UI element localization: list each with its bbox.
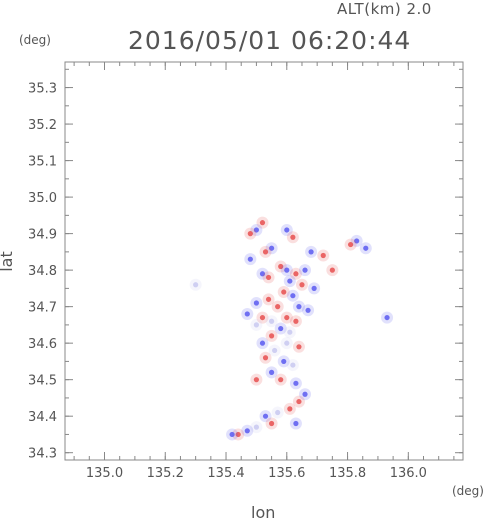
echo-cell <box>271 406 284 419</box>
echo-cell <box>256 216 269 229</box>
x-tick-label: 135.8 <box>329 466 366 481</box>
echo-cell <box>292 340 305 353</box>
echo-cell <box>268 344 281 357</box>
echo-cell <box>350 234 363 247</box>
echo-cell <box>250 223 263 236</box>
echo-cell <box>289 315 302 328</box>
echo-cell <box>344 238 357 251</box>
echo-cell <box>250 296 263 309</box>
echo-cell <box>292 300 305 313</box>
y-tick-label: 34.9 <box>28 228 57 243</box>
echo-cell <box>256 337 269 350</box>
echo-cell <box>308 282 321 295</box>
echo-cell <box>381 311 394 324</box>
echo-cell <box>280 223 293 236</box>
echo-cell <box>250 318 263 331</box>
echo-cell <box>232 428 245 441</box>
echo-cell <box>274 322 287 335</box>
echo-cell <box>283 402 296 415</box>
echo-cell <box>305 245 318 258</box>
echo-cell <box>283 275 296 288</box>
x-tick-label: 136.0 <box>390 466 427 481</box>
echo-cell <box>265 417 278 430</box>
echo-cell <box>265 366 278 379</box>
echo-cell <box>280 264 293 277</box>
timestamp-title: 2016/05/01 06:20:44 <box>128 26 412 55</box>
echo-cell <box>189 278 202 291</box>
x-tick-label: 135.0 <box>86 466 123 481</box>
altitude-label: ALT(km) 2.0 <box>337 0 432 18</box>
echo-cell <box>286 289 299 302</box>
echo-cell <box>250 373 263 386</box>
y-tick-label: 34.5 <box>28 374 57 389</box>
echo-cell <box>244 253 257 266</box>
echo-cell <box>265 242 278 255</box>
echo-cell <box>302 304 315 317</box>
echo-cell <box>326 264 339 277</box>
echo-cell <box>359 242 372 255</box>
echo-cell <box>277 286 290 299</box>
x-axis-label: lon <box>251 503 276 522</box>
plot-frame <box>64 61 464 461</box>
axis-ticks: 135.0 135.2 135.4 135.6 135.8 136.0 34.3 34.4 34… <box>28 62 463 481</box>
y-tick-label: 34.8 <box>28 264 57 279</box>
echo-cell <box>277 355 290 368</box>
echo-cell <box>262 293 275 306</box>
echo-cell <box>274 260 287 273</box>
echo-cell <box>289 267 302 280</box>
echo-cell <box>265 315 278 328</box>
echo-cell <box>299 264 312 277</box>
y-tick-label: 35.0 <box>28 191 57 206</box>
echo-cell <box>286 231 299 244</box>
echo-cell <box>317 249 330 262</box>
y-tick-label: 34.3 <box>28 447 57 462</box>
echo-cell <box>292 395 305 408</box>
echo-cell <box>241 307 254 320</box>
echo-cell <box>250 421 263 434</box>
echo-cell <box>283 326 296 339</box>
x-tick-label: 135.6 <box>268 466 305 481</box>
echo-cell <box>280 337 293 350</box>
echo-cell <box>299 388 312 401</box>
y-tick-label: 35.1 <box>28 155 57 170</box>
y-tick-label: 34.4 <box>28 410 57 425</box>
echo-cell <box>280 311 293 324</box>
y-tick-label: 35.3 <box>28 82 57 97</box>
x-tick-label: 135.4 <box>207 466 244 481</box>
echo-cell <box>259 351 272 364</box>
data-cells <box>189 216 394 441</box>
echo-cell <box>226 428 239 441</box>
echo-cell <box>256 311 269 324</box>
echo-cell <box>289 377 302 390</box>
echo-cell <box>271 300 284 313</box>
echo-cell <box>286 359 299 372</box>
echo-cell <box>295 278 308 291</box>
echo-cell <box>241 424 254 437</box>
echo-cell <box>259 245 272 258</box>
echo-cell <box>256 267 269 280</box>
y-tick-label: 34.6 <box>28 337 57 352</box>
echo-cell <box>259 410 272 423</box>
y-tick-label: 35.2 <box>28 118 57 133</box>
y-unit-label: (deg) <box>19 33 51 47</box>
echo-cell <box>289 417 302 430</box>
y-tick-label: 34.7 <box>28 301 57 316</box>
echo-cell <box>274 373 287 386</box>
x-unit-label: (deg) <box>452 484 484 498</box>
echo-cell <box>262 271 275 284</box>
x-tick-label: 135.2 <box>147 466 184 481</box>
echo-cell <box>265 329 278 342</box>
echo-cell <box>244 227 257 240</box>
